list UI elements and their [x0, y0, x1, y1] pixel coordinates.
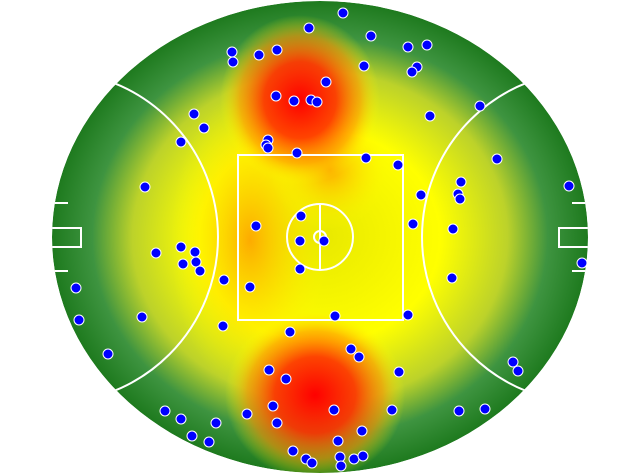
- point: [241, 408, 253, 420]
- point: [175, 413, 187, 425]
- point: [491, 153, 503, 165]
- point: [345, 343, 357, 355]
- point: [136, 311, 148, 323]
- point: [393, 366, 405, 378]
- point: [150, 247, 162, 259]
- point: [271, 417, 283, 429]
- point: [291, 147, 303, 159]
- point: [360, 152, 372, 164]
- point: [507, 356, 519, 368]
- point: [295, 210, 307, 222]
- point: [267, 400, 279, 412]
- point: [576, 257, 588, 269]
- arc: [421, 70, 588, 404]
- point: [337, 7, 349, 19]
- point: [474, 100, 486, 112]
- point: [402, 41, 414, 53]
- point: [356, 425, 368, 437]
- point: [175, 136, 187, 148]
- point: [320, 76, 332, 88]
- point: [353, 351, 365, 363]
- point: [194, 265, 206, 277]
- point: [365, 30, 377, 42]
- point: [186, 430, 198, 442]
- point: [189, 246, 201, 258]
- point: [318, 235, 330, 247]
- arc: [52, 70, 219, 404]
- point: [358, 60, 370, 72]
- point: [270, 90, 282, 102]
- point: [203, 436, 215, 448]
- point: [294, 235, 306, 247]
- point: [357, 450, 369, 462]
- point: [177, 258, 189, 270]
- heat-zone: [225, 310, 405, 473]
- point: [190, 256, 202, 268]
- point: [210, 417, 222, 429]
- point: [188, 108, 200, 120]
- point: [329, 310, 341, 322]
- point: [250, 220, 262, 232]
- point: [446, 272, 458, 284]
- point: [280, 373, 292, 385]
- point: [332, 435, 344, 447]
- heat-zone: [220, 15, 380, 185]
- point: [447, 223, 459, 235]
- point: [402, 309, 414, 321]
- point: [139, 181, 151, 193]
- point: [406, 66, 418, 78]
- point: [284, 326, 296, 338]
- point: [226, 46, 238, 58]
- point: [392, 159, 404, 171]
- point: [479, 403, 491, 415]
- point: [227, 56, 239, 68]
- point: [102, 348, 114, 360]
- point: [218, 274, 230, 286]
- point: [407, 218, 419, 230]
- point: [306, 457, 318, 469]
- point: [311, 96, 323, 108]
- point: [294, 263, 306, 275]
- point: [454, 193, 466, 205]
- point: [424, 110, 436, 122]
- point: [253, 49, 265, 61]
- point: [421, 39, 433, 51]
- point: [334, 451, 346, 463]
- point: [563, 180, 575, 192]
- point: [415, 189, 427, 201]
- point: [348, 453, 360, 465]
- point: [70, 282, 82, 294]
- point: [262, 142, 274, 154]
- point: [335, 460, 347, 472]
- point: [244, 281, 256, 293]
- point: [73, 314, 85, 326]
- centre-square: [237, 154, 404, 321]
- point: [303, 22, 315, 34]
- point: [175, 241, 187, 253]
- point: [217, 320, 229, 332]
- point: [328, 404, 340, 416]
- point: [159, 405, 171, 417]
- point: [287, 445, 299, 457]
- point: [386, 404, 398, 416]
- point: [453, 405, 465, 417]
- point: [455, 176, 467, 188]
- points: [70, 7, 588, 472]
- point: [512, 365, 524, 377]
- point: [271, 44, 283, 56]
- point: [198, 122, 210, 134]
- point: [263, 364, 275, 376]
- point: [288, 95, 300, 107]
